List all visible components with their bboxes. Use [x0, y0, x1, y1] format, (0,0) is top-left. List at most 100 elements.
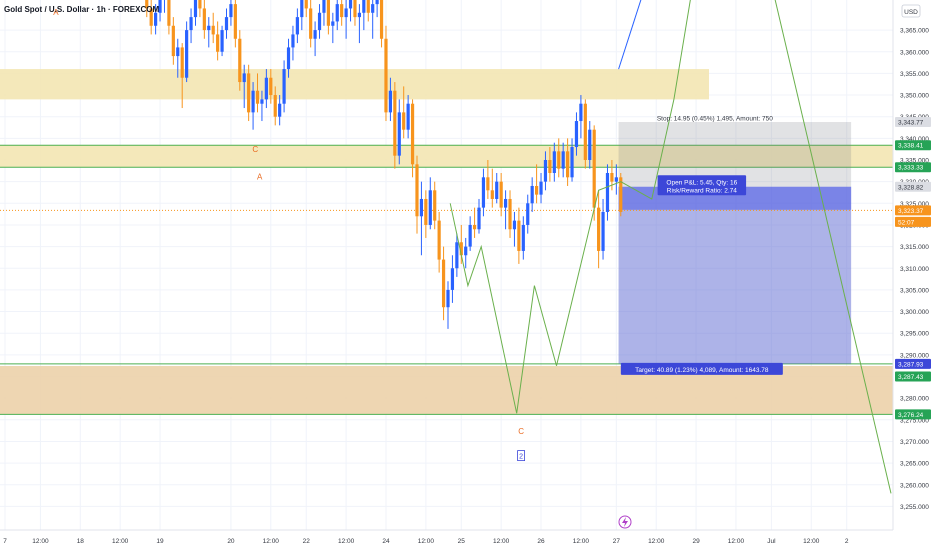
time-tick-label: 26: [537, 538, 545, 545]
price-label-bg: [895, 140, 931, 151]
time-tick-label: 12:00: [493, 538, 510, 545]
candle-body: [614, 177, 618, 182]
candle-body: [300, 0, 304, 18]
candle-body: [255, 90, 260, 104]
price-label-text: 3,287.43: [898, 374, 924, 381]
candle-body: [264, 77, 268, 100]
candle-body: [428, 190, 432, 225]
elliott-wave-projection: [449, 0, 691, 414]
candle-body: [366, 0, 370, 13]
candle-body: [393, 90, 397, 156]
lightning-icon: [618, 515, 632, 529]
price-label-tag: 3,328.82: [895, 181, 931, 192]
candle-body: [419, 198, 424, 217]
candle-body: [503, 198, 508, 208]
candle-body: [406, 103, 410, 130]
time-tick-label: 19: [156, 538, 164, 545]
candle-body: [450, 268, 455, 290]
wave-projection-line: [774, 0, 892, 494]
candle-body: [180, 47, 184, 78]
candle-body: [317, 12, 322, 31]
price-label-bg: [895, 162, 931, 173]
price-tick-label: 3,280.000: [900, 396, 929, 403]
position-target-label-bg: [620, 362, 783, 375]
time-tick-label: 18: [77, 538, 85, 545]
time-tick-label: 12:00: [648, 538, 665, 545]
candle-body: [397, 112, 401, 156]
price-label-bg: [895, 409, 931, 420]
price-label-tag: 3,323.37: [895, 205, 931, 216]
position-entry-label-text-1: Risk/Reward Ratio: 2.74: [667, 187, 737, 194]
price-label-bg: [895, 117, 931, 128]
wave-count-text: 2: [519, 454, 523, 461]
candle-body: [592, 129, 596, 208]
price-axis-bg: [893, 0, 932, 550]
candle-body: [557, 151, 561, 169]
candle-body: [379, 0, 384, 39]
price-label-text: 3,276.24: [898, 412, 924, 419]
candle-body: [216, 34, 220, 52]
candle-body: [335, 4, 339, 22]
price-label-tag: 3,338.41: [895, 140, 931, 151]
candle-body: [588, 129, 592, 160]
price-tick-label: 3,355.000: [900, 71, 929, 78]
candle-body: [185, 30, 189, 78]
time-tick-label: 29: [692, 538, 700, 545]
candle-body: [371, 4, 375, 13]
zone-1: [0, 145, 893, 168]
time-tick-label: 12:00: [112, 538, 129, 545]
candle-body: [601, 211, 605, 251]
candle-body: [388, 90, 393, 113]
candle-body: [415, 164, 419, 217]
candle-body: [490, 190, 494, 199]
price-label-bg: [895, 371, 931, 382]
time-tick-label: 12:00: [338, 538, 355, 545]
price-label-tag: 3,333.33: [895, 162, 931, 173]
candle-body: [340, 4, 344, 18]
currency-label: USD: [904, 9, 918, 16]
candle-body: [486, 177, 490, 191]
price-tick-label: 3,260.000: [900, 482, 929, 489]
candle-body: [477, 207, 481, 230]
candle-body: [357, 12, 361, 18]
candle-body: [207, 25, 211, 31]
time-tick-label: 25: [458, 538, 466, 545]
price-label-bg: [895, 205, 931, 216]
position-stop-label: Stop: 14.95 (0.45%) 1,495, Amount: 750: [657, 116, 773, 123]
price-label-tag: 52:07: [895, 216, 931, 227]
candle-body: [149, 8, 153, 26]
candle-body: [539, 181, 543, 195]
candle-body: [233, 4, 237, 39]
candle-body: [508, 198, 512, 230]
price-label-tag: 3,276.24: [895, 409, 931, 420]
candle-body: [535, 185, 539, 195]
candle-body: [247, 73, 251, 113]
candle-body: [530, 185, 534, 204]
candle-body: [424, 198, 428, 225]
wave-count-badge: 2: [517, 450, 525, 462]
candle-body: [472, 224, 477, 230]
candle-body: [481, 177, 486, 208]
candle-body: [468, 224, 472, 247]
candle-body: [543, 160, 548, 182]
plot-area: [0, 0, 893, 530]
candle-body: [348, 0, 353, 9]
candle-body: [224, 17, 229, 31]
price-tick-label: 3,300.000: [900, 309, 929, 316]
trend-line: [618, 0, 642, 70]
candles: [145, 0, 623, 329]
position-target-label-text-0: Target: 40.89 (1.23%) 4,089, Amount: 164…: [635, 367, 769, 374]
price-tick-label: 3,275.000: [900, 417, 929, 424]
lightning-bolt: [622, 517, 628, 527]
candle-body: [521, 224, 525, 251]
price-label-text: 52:07: [898, 219, 915, 226]
wave-label: A: [257, 172, 263, 181]
position-target-label: Target: 40.89 (1.23%) 4,089, Amount: 164…: [620, 362, 783, 375]
candle-body: [309, 8, 313, 39]
candle-body: [269, 77, 273, 96]
candle-body: [344, 8, 348, 18]
candle-body: [566, 151, 570, 178]
position-stop-label-text-0: Stop: 14.95 (0.45%) 1,495, Amount: 750: [657, 116, 773, 123]
